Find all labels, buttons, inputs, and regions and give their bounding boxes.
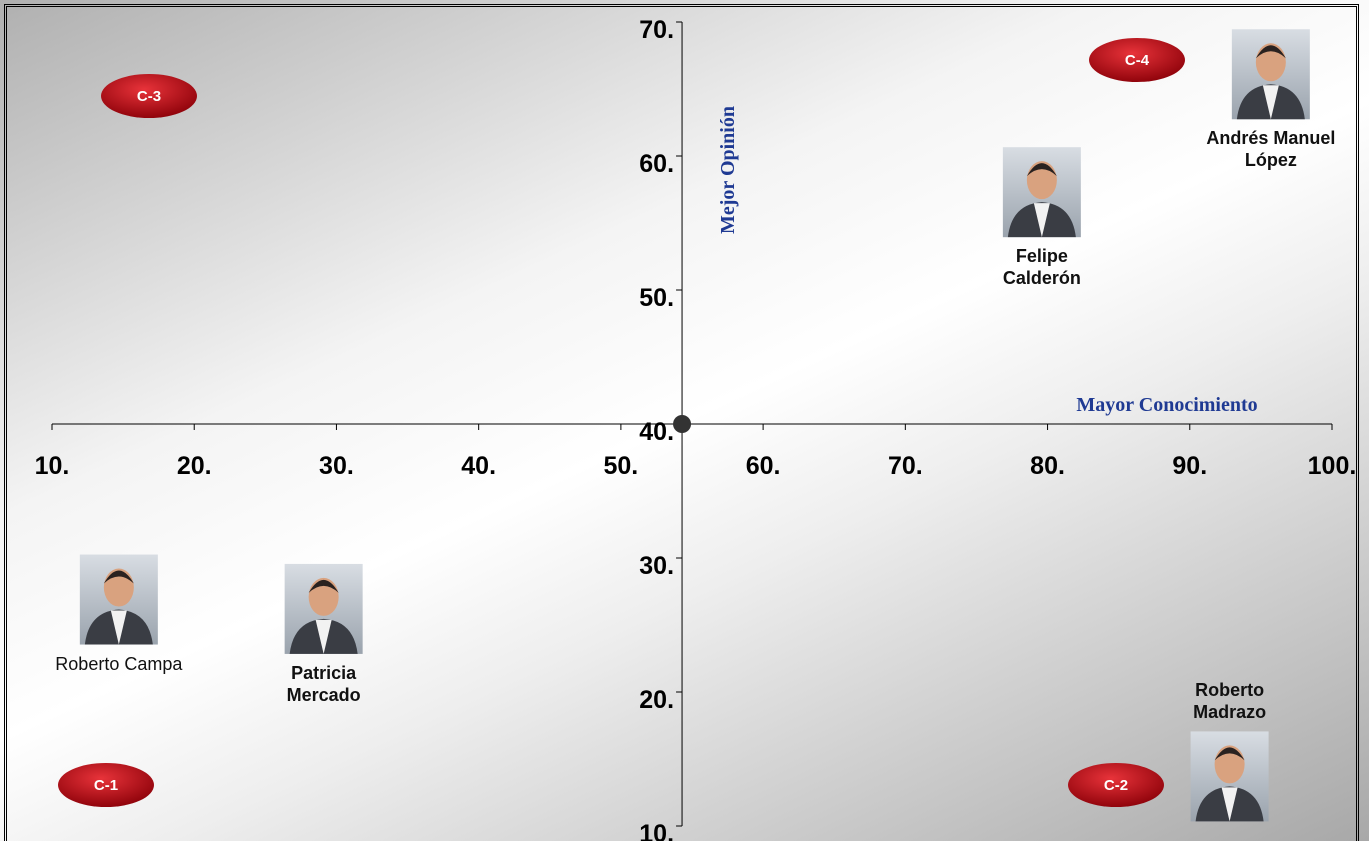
frame bbox=[4, 4, 1359, 841]
candidate-name: Andrés Manuel López bbox=[1206, 128, 1336, 171]
x-tick-label: 30. bbox=[319, 452, 354, 480]
photo-hair bbox=[1214, 747, 1245, 761]
origin bbox=[673, 415, 692, 433]
x-tick-label: 100. bbox=[1308, 452, 1357, 480]
quadrant-label: C-1 bbox=[58, 763, 154, 807]
candidate-photo bbox=[1002, 147, 1081, 238]
x-tick-label: 20. bbox=[177, 452, 212, 480]
quadrant-label: C-3 bbox=[101, 74, 197, 118]
quadrant-label: C-2 bbox=[1068, 763, 1164, 807]
y-tick-label: 20. bbox=[639, 686, 674, 714]
x-tick-label: 90. bbox=[1172, 452, 1207, 480]
photo-hair bbox=[103, 570, 134, 584]
quadrant-text: C-2 bbox=[1104, 777, 1128, 794]
x-tick-label: 70. bbox=[888, 452, 923, 480]
photo-hair bbox=[1255, 45, 1286, 59]
photo-shirt bbox=[315, 619, 332, 654]
y-tick-label: 60. bbox=[639, 150, 674, 178]
candidate-name: Roberto Madrazo bbox=[1193, 680, 1267, 723]
x-tick-label: 10. bbox=[35, 452, 70, 480]
candidate-photo bbox=[1231, 29, 1310, 120]
y-tick-label: 70. bbox=[639, 16, 674, 44]
photo-shirt bbox=[1262, 85, 1279, 120]
y-tick-label: 30. bbox=[639, 552, 674, 580]
x-tick-label: 80. bbox=[1030, 452, 1065, 480]
candidate-name: Felipe Calderón bbox=[1002, 246, 1081, 289]
x-tick-label: 50. bbox=[604, 452, 639, 480]
photo-shirt bbox=[1221, 787, 1238, 822]
y-tick-label: 40. bbox=[639, 418, 674, 446]
candidate-photo bbox=[79, 554, 158, 645]
x-tick-label: 60. bbox=[746, 452, 781, 480]
photo-hair bbox=[308, 579, 339, 593]
x-tick-label: 40. bbox=[461, 452, 496, 480]
quadrant-label: C-4 bbox=[1089, 38, 1185, 82]
photo-hair bbox=[1026, 163, 1057, 177]
candidate-photo bbox=[1190, 731, 1269, 822]
x-axis-title: Mayor Conocimiento bbox=[1076, 394, 1257, 416]
candidate-name: Roberto Campa bbox=[55, 653, 183, 674]
candidate-photo bbox=[284, 563, 363, 654]
quadrant-text: C-3 bbox=[137, 88, 161, 105]
candidate-name: Patricia Mercado bbox=[286, 662, 361, 705]
quadrant-text: C-1 bbox=[94, 777, 118, 794]
y-tick-label: 10. bbox=[639, 820, 674, 841]
y-tick-label: 50. bbox=[639, 284, 674, 312]
quadrant-text: C-4 bbox=[1125, 52, 1150, 69]
photo-shirt bbox=[110, 610, 127, 645]
photo-shirt bbox=[1033, 203, 1050, 238]
y-axis-title: Mejor Opinión bbox=[717, 106, 739, 234]
